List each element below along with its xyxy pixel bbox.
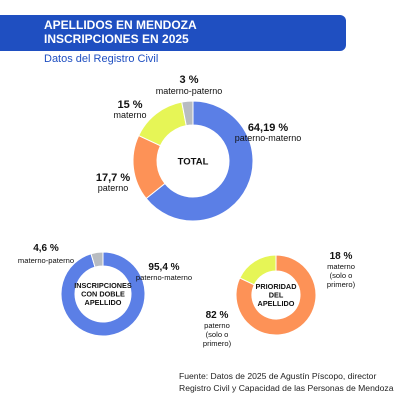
subtitle: Datos del Registro Civil bbox=[44, 53, 159, 65]
slice-text-label-priority-1-0: materno bbox=[327, 262, 355, 271]
slice-pct-label-double-1: 4,6 % bbox=[33, 243, 59, 254]
footnote-line-1: Fuente: Datos de 2025 de Agustín Píscopo… bbox=[179, 371, 377, 381]
donut-chart-double: 95,4 %paterno-materno 4,6 % materno-patern… bbox=[18, 243, 192, 337]
center-label-double-0: INSCRIPCIONES bbox=[74, 281, 132, 290]
slice-pct-label-priority-1: 18 % bbox=[330, 251, 353, 262]
slice-text-label-priority-0-0: paterno bbox=[204, 321, 230, 330]
slice-priority-0 bbox=[235, 254, 317, 336]
slice-text-label-double-1-0: materno-paterno bbox=[18, 256, 74, 265]
slice-priority-1 bbox=[239, 254, 277, 286]
slice-pct-label-double-0: 95,4 % bbox=[148, 262, 179, 273]
slice-text-label-priority-1-2: primero) bbox=[327, 280, 356, 289]
slice-text-label-priority-1-1: (solo o bbox=[330, 271, 353, 280]
slice-pct-label-total-0: 64,19 % bbox=[248, 122, 289, 134]
slice-text-label-priority-0-2: primero) bbox=[203, 339, 232, 348]
title-line-1: APELLIDOS EN MENDOZA bbox=[44, 18, 197, 32]
slice-total-3 bbox=[181, 100, 194, 127]
slice-text-label-double-0-0: paterno-materno bbox=[136, 273, 192, 282]
slice-text-label-priority-0-1: (solo o bbox=[206, 330, 229, 339]
footnote: Fuente: Datos de 2025 de Agustín Píscopo… bbox=[179, 370, 393, 394]
slice-pct-label-total-1: 17,7 % bbox=[96, 172, 130, 184]
footnote-line-2: Registro Civil y Capacidad de las Person… bbox=[179, 383, 394, 393]
slice-pct-label-priority-0: 82 % bbox=[206, 310, 229, 321]
slice-text-label-total-3-0: materno-paterno bbox=[156, 86, 223, 96]
slice-double-1 bbox=[90, 251, 104, 268]
slice-pct-label-total-3: 3 % bbox=[180, 74, 199, 86]
center-label-priority-2: APELLIDO bbox=[258, 299, 295, 308]
title-banner: APELLIDOS EN MENDOZA INSCRIPCIONES EN 20… bbox=[0, 15, 346, 51]
center-label-priority-1: DEL bbox=[269, 291, 284, 300]
center-label-double-1: CON DOBLE bbox=[81, 290, 125, 299]
center-label-total-0: TOTAL bbox=[178, 156, 209, 167]
slice-pct-label-total-2: 15 % bbox=[117, 99, 142, 111]
title-line-2: INSCRIPCIONES EN 2025 bbox=[44, 32, 189, 46]
slice-text-label-total-0-0: paterno-materno bbox=[235, 133, 302, 143]
slice-double-0 bbox=[60, 251, 146, 337]
slice-text-label-total-1-0: paterno bbox=[98, 183, 129, 193]
slice-total-0 bbox=[145, 100, 254, 222]
slice-total-2 bbox=[138, 101, 187, 147]
slice-text-label-total-2-0: materno bbox=[113, 110, 146, 120]
center-label-double-2: APELLIDO bbox=[85, 298, 122, 307]
center-label-priority-0: PRIORIDAD bbox=[256, 282, 297, 291]
